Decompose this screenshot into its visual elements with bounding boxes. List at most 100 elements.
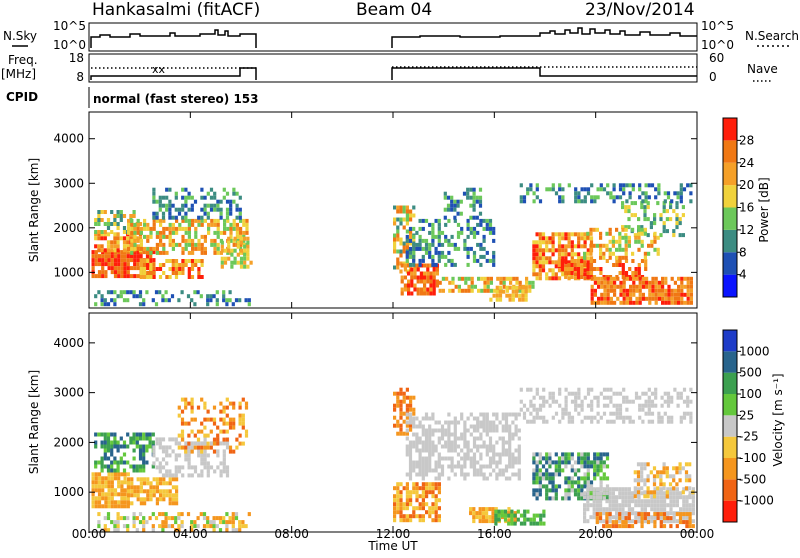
power-cell <box>409 233 413 238</box>
power-cell <box>624 247 628 252</box>
power-cell <box>557 263 561 267</box>
velocity-cell <box>653 520 657 525</box>
power-cell <box>538 252 542 257</box>
power-cell <box>152 250 156 255</box>
velocity-cell <box>523 521 527 526</box>
velocity-cell <box>538 395 543 400</box>
power-cell <box>469 230 473 235</box>
velocity-cell <box>545 472 549 477</box>
velocity-cell <box>663 507 667 512</box>
power-cell <box>213 207 217 212</box>
power-cell <box>402 205 406 210</box>
power-cell <box>181 267 185 271</box>
power-cell <box>127 218 131 223</box>
velocity-cell <box>425 490 429 495</box>
velocity-cell <box>431 506 435 511</box>
power-cell <box>206 298 210 303</box>
velocity-cell <box>634 511 638 516</box>
freq-unit: [MHz] <box>1 67 36 81</box>
velocity-cell <box>447 432 451 437</box>
power-cell <box>149 246 153 251</box>
velocity-cell <box>488 448 493 453</box>
velocity-cell <box>469 460 473 465</box>
velocity-cell <box>602 411 607 416</box>
power-cell <box>421 258 425 263</box>
velocity-cell <box>212 405 217 410</box>
velocity-cell <box>628 415 632 420</box>
velocity-cell <box>611 515 615 520</box>
velocity-cell <box>602 507 606 512</box>
power-cell <box>190 275 195 279</box>
velocity-cell <box>615 503 619 508</box>
velocity-cell <box>412 432 416 437</box>
velocity-cell <box>472 511 476 516</box>
power-cell <box>116 214 120 218</box>
velocity-cell <box>138 436 143 441</box>
velocity-cell <box>117 476 121 481</box>
velocity-cell <box>469 432 473 437</box>
velocity-cell <box>688 503 692 508</box>
velocity-cell <box>142 528 146 533</box>
power-cell <box>113 240 117 245</box>
power-cell <box>239 256 244 261</box>
velocity-cell <box>615 411 619 416</box>
velocity-cell <box>541 484 546 489</box>
velocity-cell <box>409 514 413 519</box>
power-cell <box>431 226 435 231</box>
power-cell <box>624 271 629 275</box>
velocity-cell <box>421 460 425 465</box>
velocity-cell <box>592 499 596 504</box>
power-cell <box>126 274 130 279</box>
power-cell <box>162 246 166 251</box>
velocity-cell <box>152 453 156 458</box>
power-cell <box>573 259 577 263</box>
velocity-cell <box>405 403 409 408</box>
velocity-cell <box>545 456 549 461</box>
power-cell <box>412 213 416 218</box>
velocity-cell <box>132 516 136 521</box>
velocity-cell <box>177 524 181 529</box>
power-cell <box>110 230 114 234</box>
power-cell <box>403 267 407 272</box>
velocity-cell <box>561 456 565 461</box>
power-cell <box>197 275 201 279</box>
power-cell <box>94 262 98 267</box>
velocity-cell <box>659 503 663 508</box>
velocity-cell <box>421 432 425 437</box>
power-cell <box>220 240 224 245</box>
velocity-cell <box>612 391 616 396</box>
power-cell <box>606 183 610 188</box>
velocity-cell <box>621 503 625 508</box>
velocity-cell <box>609 411 613 416</box>
velocity-cell <box>399 399 403 404</box>
power-cell <box>535 244 539 249</box>
velocity-cell <box>650 419 655 424</box>
velocity-cell <box>399 490 403 495</box>
power-cell <box>216 250 220 255</box>
power-cell <box>666 191 671 196</box>
velocity-cell <box>91 504 95 509</box>
power-cell <box>615 239 619 244</box>
velocity-cell <box>437 420 441 425</box>
velocity-cell <box>666 391 671 396</box>
power-cell <box>548 256 552 261</box>
power-cell <box>119 214 123 218</box>
velocity-cell <box>190 417 194 422</box>
power-cell <box>200 222 204 227</box>
power-cell <box>686 300 690 305</box>
velocity-y-tick-label: 3000 <box>53 386 84 400</box>
power-cell <box>222 290 226 295</box>
velocity-cell <box>495 424 499 429</box>
power-cell <box>521 293 525 298</box>
velocity-cell <box>447 464 451 469</box>
velocity-cell <box>596 395 600 400</box>
power-cell <box>412 237 416 242</box>
velocity-cell <box>168 437 172 442</box>
power-cell <box>654 300 658 305</box>
power-cell <box>151 298 155 303</box>
velocity-cell <box>434 514 438 519</box>
velocity-cell <box>567 419 571 424</box>
power-cell <box>94 232 98 237</box>
velocity-cell <box>615 511 619 516</box>
